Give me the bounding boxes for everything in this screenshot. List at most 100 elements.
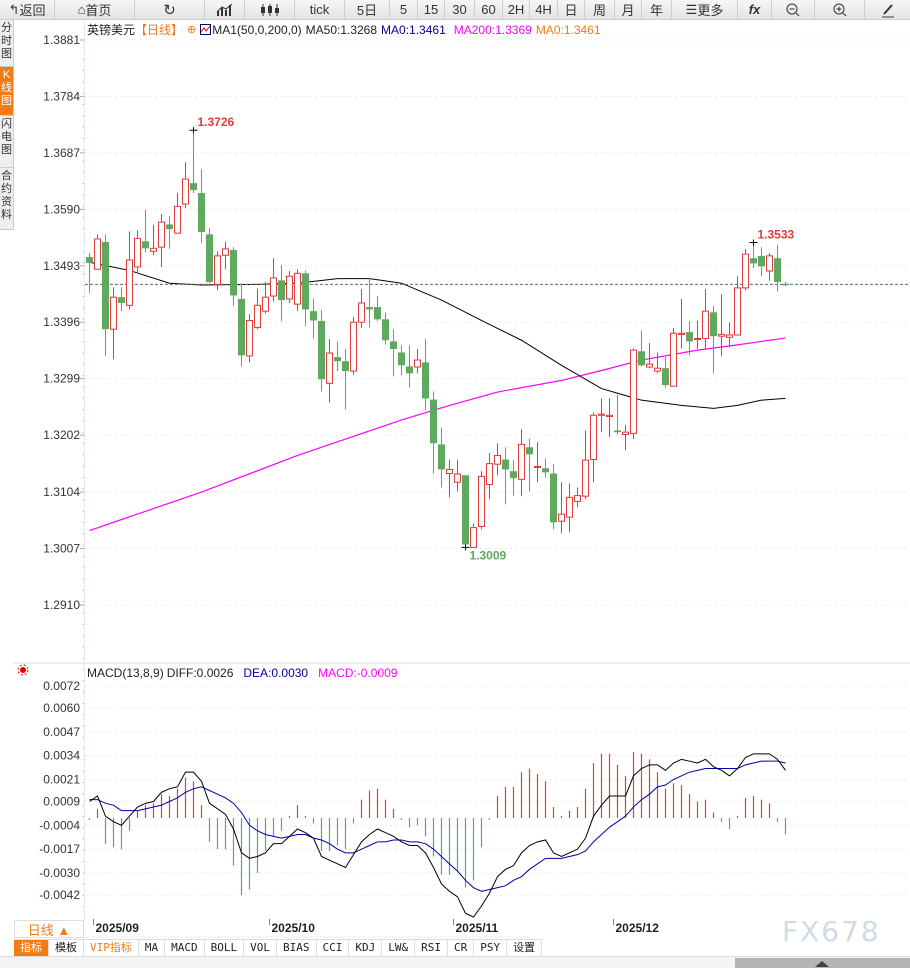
- macd-tick-label: -0.0042: [39, 888, 80, 902]
- tab-8[interactable]: CCI: [317, 940, 350, 956]
- refresh-icon: ↻: [163, 1, 176, 19]
- macd-tick-label: -0.0030: [39, 866, 80, 880]
- candle-up: [478, 475, 485, 527]
- y-axis-line: [84, 20, 85, 920]
- candle-down: [278, 280, 285, 301]
- price-legend: 英镑美元 【日线】 ⊕ MA1(50,0,200,0) MA50:1.3268 …: [87, 21, 601, 38]
- candle-down: [382, 319, 389, 341]
- back-arrow-icon: ↰: [8, 1, 20, 17]
- tab-1[interactable]: 模板: [49, 940, 84, 956]
- sidebar-item-kline[interactable]: K线图: [0, 67, 13, 116]
- candlestick-button[interactable]: [245, 0, 295, 19]
- dea-line: [89, 760, 786, 892]
- macd-settings-icon[interactable]: [16, 663, 30, 680]
- tab-5[interactable]: BOLL: [205, 940, 245, 956]
- period-selector[interactable]: 日线 ▲: [14, 920, 84, 938]
- five-day-button[interactable]: 5日: [345, 0, 390, 19]
- tab-0[interactable]: 指标: [14, 940, 49, 956]
- sidebar-item-flash[interactable]: 闪电图: [0, 116, 13, 168]
- date-label: 2025/09: [96, 921, 140, 935]
- period-30-button[interactable]: 30: [445, 0, 475, 19]
- macd-tick-label: 0.0021: [43, 773, 80, 787]
- tab-10[interactable]: LW&: [382, 940, 416, 956]
- period-4h-button[interactable]: 4H: [530, 0, 558, 19]
- tab-11[interactable]: RSI: [415, 940, 448, 956]
- fx-icon: fx: [748, 2, 761, 17]
- period-year-button[interactable]: 年: [642, 0, 672, 19]
- candle-down: [374, 307, 381, 320]
- candle-up: [534, 466, 541, 469]
- tab-3[interactable]: MA: [139, 940, 166, 956]
- period-week-button[interactable]: 周: [585, 0, 615, 19]
- tab-14[interactable]: 设置: [507, 940, 543, 956]
- candle-up: [702, 310, 709, 340]
- candle-down: [614, 430, 621, 433]
- candle-down: [406, 366, 413, 374]
- home-icon: ⌂: [77, 2, 86, 17]
- candle-up: [494, 454, 501, 465]
- candle-up: [350, 321, 357, 372]
- period-60-button[interactable]: 60: [475, 0, 503, 19]
- tab-6[interactable]: VOL: [244, 940, 277, 956]
- candle-down: [750, 258, 757, 264]
- candle-up: [694, 338, 701, 341]
- macd-tick-label: -0.0017: [39, 842, 80, 856]
- period-day-button[interactable]: 日: [558, 0, 585, 19]
- extreme-price-label: 1.3009: [470, 548, 507, 562]
- back-button[interactable]: ↰ 返回: [0, 0, 55, 19]
- period-2h-button[interactable]: 2H: [503, 0, 530, 19]
- ma0-value-2: MA0:1.3461: [535, 22, 601, 37]
- more-button[interactable]: ☰ 更多: [672, 0, 738, 19]
- tab-12[interactable]: CR: [448, 940, 475, 956]
- candle-up: [214, 255, 221, 285]
- sidebar-item-timeshare[interactable]: 分时图: [0, 20, 13, 67]
- bar-chart-button[interactable]: [205, 0, 245, 19]
- sidebar-item-contract-info[interactable]: 合约资料: [0, 168, 13, 230]
- candle-up: [646, 363, 653, 368]
- candle-up: [182, 178, 189, 205]
- scrollbar-thumb[interactable]: [735, 958, 910, 968]
- menu-icon: ☰: [685, 1, 698, 17]
- candle-up: [726, 334, 733, 338]
- candle-up: [598, 413, 605, 416]
- zoom-out-button[interactable]: [772, 0, 815, 19]
- candle-down: [302, 273, 309, 310]
- tab-4[interactable]: MACD: [165, 940, 205, 956]
- candle-up: [718, 333, 725, 337]
- candle-down: [782, 283, 789, 286]
- candle-down: [390, 341, 397, 349]
- price-tick-label: 1.3590: [43, 202, 80, 216]
- refresh-button[interactable]: ↻: [135, 0, 205, 19]
- tab-13[interactable]: PSY: [474, 940, 508, 956]
- tab-9[interactable]: KDJ: [349, 940, 383, 956]
- candle-down: [142, 241, 149, 249]
- candle-down: [230, 250, 237, 296]
- settings-icon[interactable]: ⊕: [187, 24, 197, 36]
- home-button[interactable]: ⌂ 首页: [55, 0, 135, 19]
- candle-up: [622, 431, 629, 436]
- indicator-icon[interactable]: [200, 24, 212, 35]
- formula-button[interactable]: fx: [738, 0, 772, 19]
- period-5-button[interactable]: 5: [390, 0, 418, 19]
- tab-2[interactable]: VIP指标: [84, 940, 139, 956]
- candle-down: [310, 311, 317, 321]
- candle-down: [710, 312, 717, 337]
- candle-down: [318, 321, 325, 380]
- candle-up: [630, 349, 637, 434]
- tab-7[interactable]: BIAS: [277, 940, 317, 956]
- candle-up: [766, 255, 773, 272]
- ma50-value: MA50:1.3268: [305, 22, 378, 37]
- horizontal-scrollbar[interactable]: [0, 956, 910, 968]
- period-month-button[interactable]: 月: [615, 0, 642, 19]
- candle-down: [638, 351, 645, 366]
- tick-button[interactable]: tick: [295, 0, 345, 19]
- bar-chart-icon: [216, 3, 232, 16]
- candle-up: [582, 459, 589, 497]
- candle-down: [510, 471, 517, 479]
- draw-button[interactable]: [865, 0, 910, 19]
- zoom-in-button[interactable]: [815, 0, 865, 19]
- candle-down: [118, 297, 125, 304]
- macd-tick-label: 0.0047: [43, 725, 80, 739]
- period-15-button[interactable]: 15: [418, 0, 445, 19]
